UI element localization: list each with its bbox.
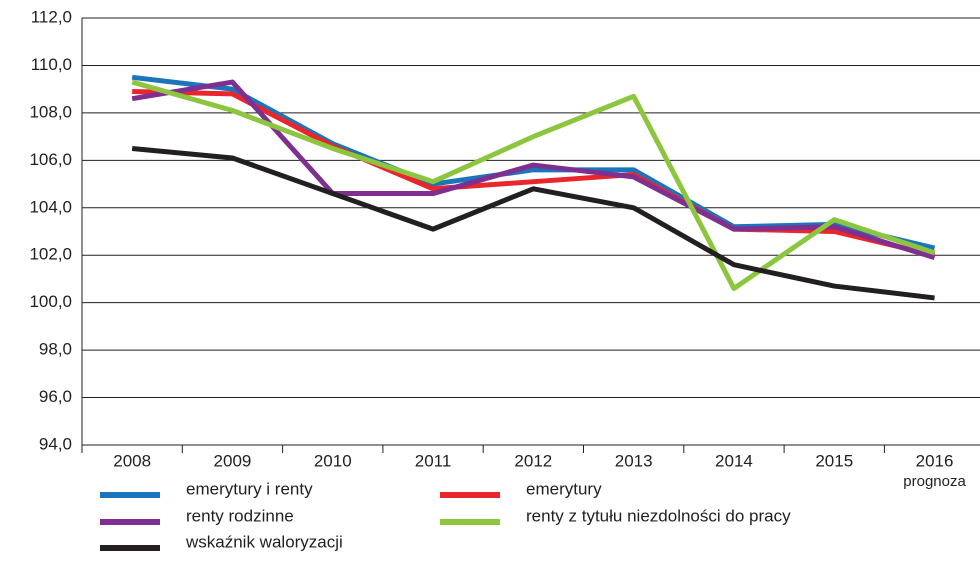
x-tick-label: 2016: [916, 451, 954, 470]
series-line: [131, 79, 936, 291]
x-tick-label: 2009: [214, 451, 252, 470]
legend-label: renty z tytułu niezdolności do pracy: [526, 506, 791, 525]
x-tick-label: 2014: [715, 451, 753, 470]
y-tick-label: 98,0: [39, 340, 72, 359]
x-tick-label: 2011: [415, 451, 452, 470]
legend-label: renty rodzinne: [186, 506, 294, 525]
y-tick-label: 112,0: [31, 7, 72, 26]
x-annotation: prognoza: [903, 473, 966, 490]
legend-label: emerytury i renty: [186, 479, 313, 498]
series-line: [132, 89, 936, 258]
x-tick-label: 2012: [514, 451, 552, 470]
y-tick-label: 108,0: [29, 102, 72, 121]
x-tick-label: 2008: [113, 451, 151, 470]
legend-label: emerytury: [526, 479, 602, 498]
y-tick-label: 104,0: [29, 197, 72, 216]
y-tick-label: 100,0: [29, 292, 72, 311]
x-tick-label: 2013: [615, 451, 653, 470]
y-tick-label: 94,0: [39, 434, 72, 453]
y-tick-label: 110,0: [31, 55, 72, 74]
y-tick-label: 96,0: [39, 387, 72, 406]
series-line: [131, 79, 936, 260]
legend-label: wskaźnik waloryzacji: [185, 532, 343, 551]
y-tick-label: 106,0: [29, 150, 72, 169]
series-line: [131, 145, 935, 301]
x-tick-label: 2015: [815, 451, 853, 470]
x-tick-label: 2010: [314, 451, 352, 470]
y-tick-label: 102,0: [29, 245, 72, 264]
